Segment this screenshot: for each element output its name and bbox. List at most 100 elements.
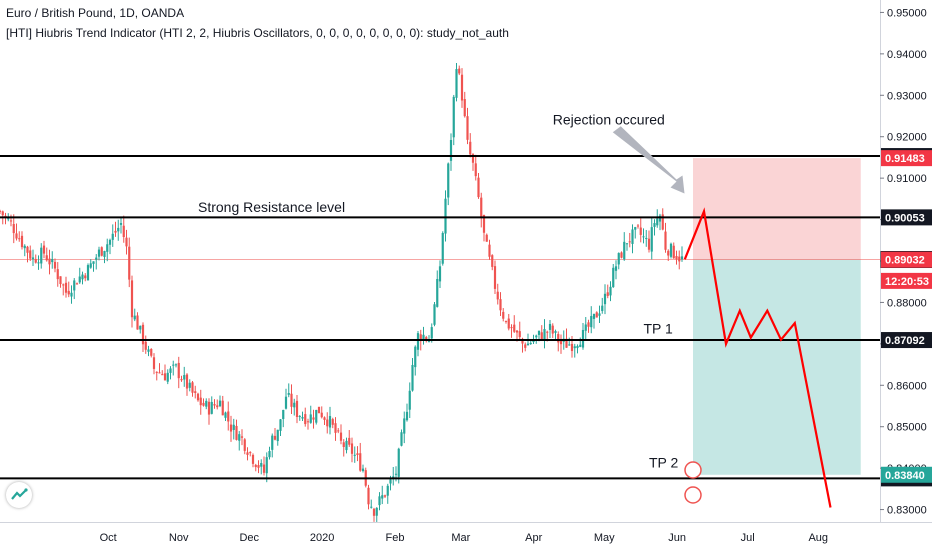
candle-body [482, 214, 486, 233]
candle-body [130, 280, 134, 318]
candle-body [15, 233, 18, 239]
price-tag-0: 0.91483 [885, 153, 925, 165]
candle-body [128, 246, 131, 280]
candle-body [474, 163, 477, 177]
candle-body [606, 292, 609, 296]
candle-body [565, 338, 568, 348]
candle-body [260, 462, 263, 467]
candle-body [295, 400, 299, 417]
candle-body [570, 343, 574, 352]
event-marker-icon [684, 486, 702, 504]
candle-body [419, 334, 422, 342]
candle-body [53, 261, 57, 269]
candle-body [249, 452, 252, 454]
candle-body [317, 406, 321, 414]
candle-body [584, 324, 587, 331]
candle-body [513, 324, 516, 332]
candle-body [499, 299, 502, 311]
candle-body [664, 231, 667, 250]
candle-body [7, 218, 10, 220]
candle-body [598, 313, 601, 316]
candle-body [601, 305, 604, 312]
candle-body [42, 245, 46, 254]
candle-body [416, 333, 420, 350]
candle-body [452, 96, 455, 138]
candle-body [0, 210, 2, 212]
candle-body [229, 424, 233, 432]
candle-body [117, 227, 120, 232]
candle-body [180, 379, 183, 381]
candle-body [150, 349, 153, 356]
candle-body [309, 414, 312, 423]
candle-body [438, 266, 442, 282]
x-tick-label: Apr [525, 532, 542, 544]
candle-body [493, 266, 497, 289]
candle-body [298, 416, 301, 418]
candle-body [56, 269, 59, 280]
candle-body [502, 311, 505, 319]
candle-body [546, 331, 549, 333]
candle-body [414, 346, 417, 368]
candle-body [293, 402, 296, 408]
candle-body [312, 417, 315, 420]
price-tag-0-bg [881, 150, 932, 167]
candle-body [628, 241, 631, 243]
candle-body [174, 364, 178, 366]
candle-body [356, 453, 359, 455]
candle-body [656, 218, 659, 226]
candle-body [213, 404, 216, 406]
candle-body [466, 116, 469, 140]
level-tag-2: 0.87092 [885, 335, 925, 347]
candle-body [403, 418, 406, 434]
candle-body [595, 312, 598, 318]
candle-body [394, 473, 398, 475]
candle-body [86, 265, 90, 281]
candle-body [89, 263, 92, 268]
x-tick-label: Jun [668, 532, 686, 544]
candle-body [185, 374, 189, 389]
candle-body [246, 452, 249, 455]
candle-body [576, 345, 579, 349]
candle-body [315, 409, 318, 423]
candle-body [12, 224, 15, 234]
candle-body [579, 344, 582, 347]
candle-body [361, 468, 365, 471]
candle-body [397, 448, 400, 477]
candle-body [485, 234, 488, 242]
candle-body [238, 434, 241, 441]
indicator-legend[interactable]: [HTI] Hiubris Trend Indicator (HTI 2, 2,… [6, 26, 509, 40]
candle-body [581, 329, 585, 348]
candle-body [612, 267, 615, 288]
x-tick-label: Dec [239, 532, 259, 544]
price-tag-2-bg [881, 251, 932, 268]
candle-body [477, 177, 480, 198]
candle-body [491, 255, 494, 267]
candle-body [152, 357, 156, 369]
candle-body [81, 274, 84, 280]
x-tick-label: May [594, 532, 615, 544]
level-tag-1-bg [881, 209, 932, 226]
candle-body [326, 419, 329, 427]
x-tick-label: Aug [808, 532, 828, 544]
candle-body [141, 324, 145, 345]
candle-body [64, 282, 68, 293]
candle-body [210, 401, 213, 414]
tradingview-logo-icon[interactable] [6, 482, 32, 508]
candle-body [111, 233, 114, 240]
candle-body [188, 382, 191, 388]
annotation-1: Rejection occured [553, 111, 665, 127]
candle-body [133, 315, 136, 320]
candle-body [48, 258, 51, 265]
candle-body [353, 454, 356, 456]
candle-body [262, 464, 266, 473]
price-tag-4: 0.83840 [885, 470, 925, 482]
candle-body [625, 243, 629, 245]
x-tick-label: Jul [741, 532, 755, 544]
candle-body [372, 508, 376, 516]
candle-body [177, 362, 180, 379]
candle-body [4, 215, 7, 217]
x-tick-label: Feb [386, 532, 405, 544]
candle-body [243, 439, 246, 451]
candle-body [290, 393, 293, 407]
